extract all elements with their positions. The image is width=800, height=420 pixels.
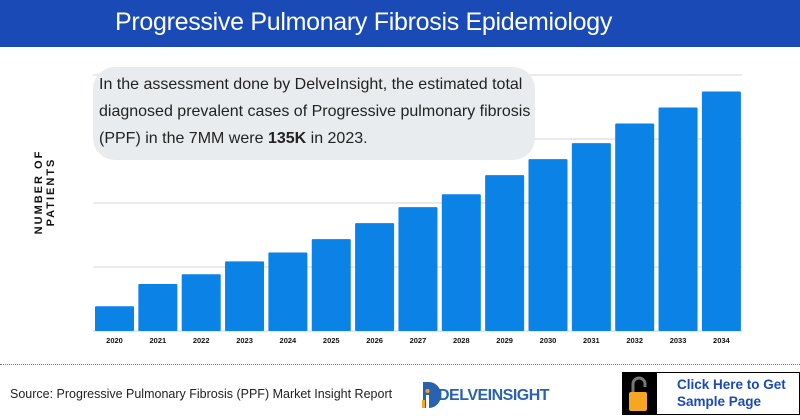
unlock-icon xyxy=(623,373,657,414)
callout-line-3: (PPF) in the 7MM were 135K in 2023. xyxy=(99,125,535,152)
callout-highlight: 135K xyxy=(267,130,307,147)
x-tick-label: 2025 xyxy=(323,336,340,345)
divider xyxy=(0,364,800,365)
bar-2026 xyxy=(355,223,395,331)
x-tick-label: 2030 xyxy=(540,336,557,345)
x-tick-label: 2029 xyxy=(496,336,513,345)
bar-2031 xyxy=(571,143,611,331)
x-tick-label: 2024 xyxy=(280,336,298,345)
bar-2028 xyxy=(441,194,481,331)
bar-2030 xyxy=(528,159,568,331)
x-tick-label: 2027 xyxy=(410,336,427,345)
header-bar: Progressive Pulmonary Fibrosis Epidemiol… xyxy=(0,0,800,47)
callout-line-2: diagnosed prevalent cases of Progressive… xyxy=(99,103,531,120)
callout-line-1: In the assessment done by DelveInsight, … xyxy=(99,76,523,93)
source-text: Source: Progressive Pulmonary Fibrosis (… xyxy=(10,387,393,401)
get-sample-page-button[interactable]: Click Here to Get Sample Page xyxy=(622,372,800,415)
x-tick-label: 2026 xyxy=(366,336,383,345)
bar-2027 xyxy=(398,207,438,331)
x-tick-label: 2031 xyxy=(583,336,600,345)
cta-line-1: Click Here to Get xyxy=(677,377,786,392)
x-tick-label: 2022 xyxy=(193,336,210,345)
x-tick-label: 2020 xyxy=(106,336,123,345)
bar-2025 xyxy=(311,239,351,331)
x-tick-label: 2021 xyxy=(150,336,167,345)
bar-2033 xyxy=(658,107,698,331)
bar-2022 xyxy=(181,274,221,331)
callout-text: in 2023. xyxy=(306,130,368,147)
cta-line-2: Sample Page xyxy=(677,394,762,409)
x-tick-label: 2023 xyxy=(236,336,253,345)
bar-2024 xyxy=(268,252,308,331)
x-tick-label: 2032 xyxy=(626,336,643,345)
delveinsight-logo: DELVEINSIGHT xyxy=(420,378,550,412)
bar-2021 xyxy=(138,284,178,331)
bar-2023 xyxy=(225,261,265,331)
page-title: Progressive Pulmonary Fibrosis Epidemiol… xyxy=(115,8,613,36)
logo-icon xyxy=(422,382,441,408)
bar-2020 xyxy=(95,306,134,331)
callout-box: In the assessment done by DelveInsight, … xyxy=(93,67,535,160)
x-tick-label: 2028 xyxy=(453,336,470,345)
bar-chart: 2020 2021 2022 2023 2024 2025 2026 2027 2028 2029… xyxy=(93,74,742,345)
callout-text: (PPF) in the 7MM were xyxy=(99,130,268,147)
bar-2029 xyxy=(485,175,525,331)
x-tick-label: 2034 xyxy=(713,336,731,345)
x-tick-label: 2033 xyxy=(670,336,687,345)
bar-2032 xyxy=(615,123,655,331)
bar-2034 xyxy=(701,91,741,331)
